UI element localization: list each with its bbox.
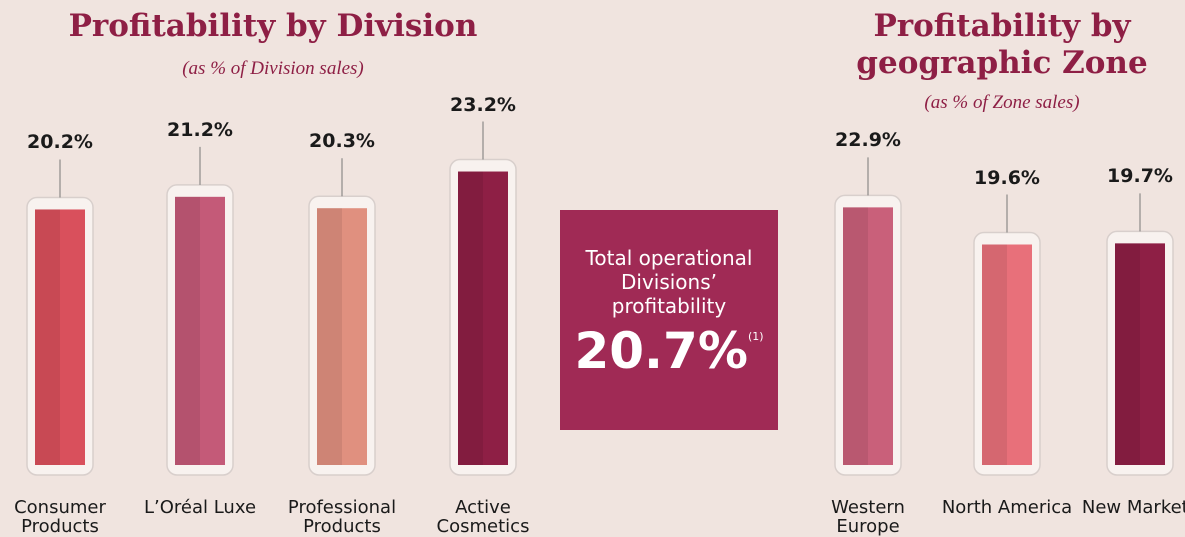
bar [982,244,1032,465]
chart-title: Profitability by geographic Zone [856,8,1148,81]
value-label: 23.2% [450,93,516,116]
category-label: Active Cosmetics [436,497,530,537]
bar-shade [843,207,868,465]
bar [175,196,225,465]
bar [35,209,85,465]
category-label: L’Oréal Luxe [143,497,257,518]
value-label: 20.3% [309,130,375,153]
bar [317,208,367,465]
category-label: New Markets [1081,497,1185,518]
category-label: Professional Products [287,497,397,537]
bar-shade [982,244,1007,465]
bar [458,171,508,465]
chart-title: Profitability by Division [68,8,478,44]
category-label: North America [941,497,1073,518]
category-label: Western Europe [831,497,905,537]
callout-value-label: 20.7% [574,322,748,380]
value-label: 19.6% [974,166,1040,189]
callout-value: 20.7%(1) [560,322,778,380]
bar-shade [1115,243,1140,465]
callout-note: (1) [747,330,764,343]
bar [843,207,893,465]
chart-subtitle: (as % of Division sales) [182,58,364,79]
value-label: 20.2% [27,131,93,154]
callout-text: Total operational Divisions’ profitabili… [585,246,753,318]
value-label: 19.7% [1107,165,1173,188]
bar-shade [458,171,483,465]
callout: Total operational Divisions’ profitabili… [560,210,778,430]
category-label: Consumer Products [14,497,106,537]
value-label: 21.2% [167,118,233,141]
bar-shade [35,209,60,465]
bar-shade [175,196,200,465]
bar-shade [317,208,342,465]
bar [1115,243,1165,465]
value-label: 22.9% [835,129,901,152]
chart-subtitle: (as % of Zone sales) [924,92,1080,113]
